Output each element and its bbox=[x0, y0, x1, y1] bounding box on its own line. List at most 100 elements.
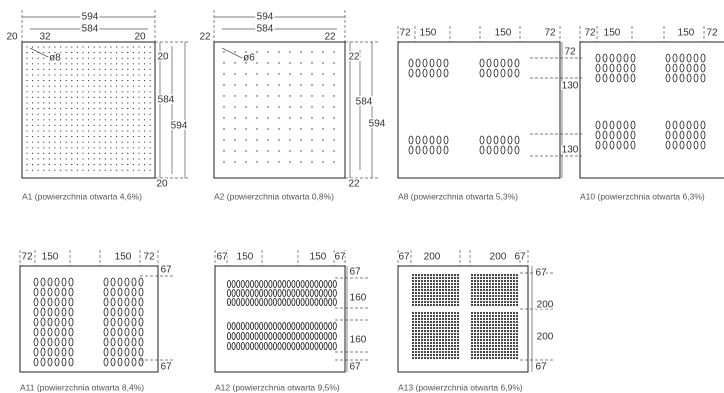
slot bbox=[40, 277, 46, 287]
perforation bbox=[333, 84, 335, 86]
slot bbox=[138, 317, 144, 327]
perforation bbox=[289, 150, 291, 152]
perforation bbox=[65, 108, 67, 110]
perforation bbox=[456, 347, 460, 351]
slot bbox=[40, 327, 46, 337]
perforation bbox=[289, 161, 291, 163]
perforation bbox=[116, 130, 118, 132]
perforation bbox=[479, 335, 483, 339]
perforation bbox=[110, 169, 112, 171]
perforation bbox=[473, 341, 477, 345]
perforation bbox=[500, 347, 504, 351]
slot bbox=[117, 357, 123, 367]
slot bbox=[40, 297, 46, 307]
slot bbox=[110, 317, 116, 327]
perforation bbox=[132, 46, 134, 48]
perforation bbox=[497, 314, 501, 318]
perforation bbox=[438, 273, 442, 277]
perforation bbox=[43, 96, 45, 98]
slot bbox=[124, 297, 130, 307]
perforation bbox=[149, 130, 151, 132]
slot bbox=[117, 287, 123, 297]
perforation bbox=[470, 350, 474, 354]
perforation bbox=[432, 356, 436, 360]
perforation bbox=[470, 347, 474, 351]
perforation bbox=[479, 294, 483, 298]
perforation bbox=[31, 136, 34, 138]
dimension-label: 150 bbox=[42, 252, 59, 263]
perforation bbox=[99, 119, 101, 121]
slot bbox=[231, 279, 236, 288]
perforation bbox=[37, 169, 39, 171]
perforation bbox=[414, 317, 418, 321]
slot bbox=[323, 321, 328, 330]
dimension-label: 584 bbox=[82, 24, 99, 35]
perforation bbox=[432, 353, 436, 357]
perforation bbox=[500, 314, 504, 318]
perforation bbox=[438, 353, 442, 357]
perforation bbox=[515, 303, 519, 307]
perforation bbox=[453, 303, 457, 307]
perforation bbox=[435, 288, 439, 292]
dimension-label: ø8 bbox=[49, 53, 61, 64]
perforation bbox=[26, 68, 28, 70]
perforation bbox=[456, 353, 460, 357]
perforation bbox=[515, 344, 519, 348]
perforation bbox=[37, 147, 39, 149]
perforation bbox=[127, 130, 129, 132]
perforation bbox=[322, 73, 324, 75]
perforation bbox=[497, 300, 501, 304]
perforation bbox=[491, 332, 495, 336]
perforation bbox=[48, 91, 51, 93]
slot bbox=[672, 120, 678, 130]
perforation bbox=[278, 139, 280, 141]
perforation bbox=[497, 282, 501, 286]
perforation bbox=[453, 282, 457, 286]
perforation bbox=[426, 282, 430, 286]
perforation bbox=[132, 80, 134, 82]
perforation bbox=[65, 147, 67, 149]
slot bbox=[314, 341, 319, 350]
perforation bbox=[93, 141, 95, 143]
perforation bbox=[43, 136, 45, 138]
perforation bbox=[300, 150, 302, 152]
slot bbox=[609, 120, 615, 130]
perforation bbox=[121, 130, 123, 132]
perforation bbox=[54, 119, 56, 121]
perforation bbox=[54, 141, 56, 143]
perforation bbox=[444, 311, 448, 315]
slot bbox=[314, 331, 319, 340]
perforation bbox=[234, 95, 236, 97]
perforation bbox=[278, 73, 280, 75]
slot bbox=[305, 279, 310, 288]
perforation bbox=[127, 46, 129, 48]
perforation bbox=[456, 341, 460, 345]
perforation bbox=[423, 329, 427, 333]
perforation bbox=[470, 279, 474, 283]
slot bbox=[268, 288, 273, 297]
perforation bbox=[48, 113, 51, 115]
perforation bbox=[497, 353, 501, 357]
perforation bbox=[509, 297, 513, 301]
perforation bbox=[444, 332, 448, 336]
perforation bbox=[104, 52, 106, 54]
perforation bbox=[31, 57, 34, 59]
tile-outline bbox=[213, 41, 346, 179]
perforation bbox=[506, 353, 510, 357]
perforation bbox=[453, 347, 457, 351]
perforation bbox=[423, 356, 427, 360]
slot bbox=[328, 331, 333, 340]
perforation bbox=[503, 356, 507, 360]
perforation bbox=[54, 57, 56, 59]
perforation bbox=[476, 320, 480, 324]
perforation bbox=[48, 164, 51, 166]
perforation bbox=[506, 276, 510, 280]
perforation bbox=[506, 344, 510, 348]
dimension-label: 200 bbox=[424, 252, 441, 263]
perforation bbox=[423, 347, 427, 351]
perforation bbox=[116, 68, 118, 70]
slot bbox=[103, 297, 109, 307]
perforation bbox=[267, 62, 269, 64]
perforation bbox=[132, 164, 134, 166]
slot bbox=[609, 63, 615, 73]
